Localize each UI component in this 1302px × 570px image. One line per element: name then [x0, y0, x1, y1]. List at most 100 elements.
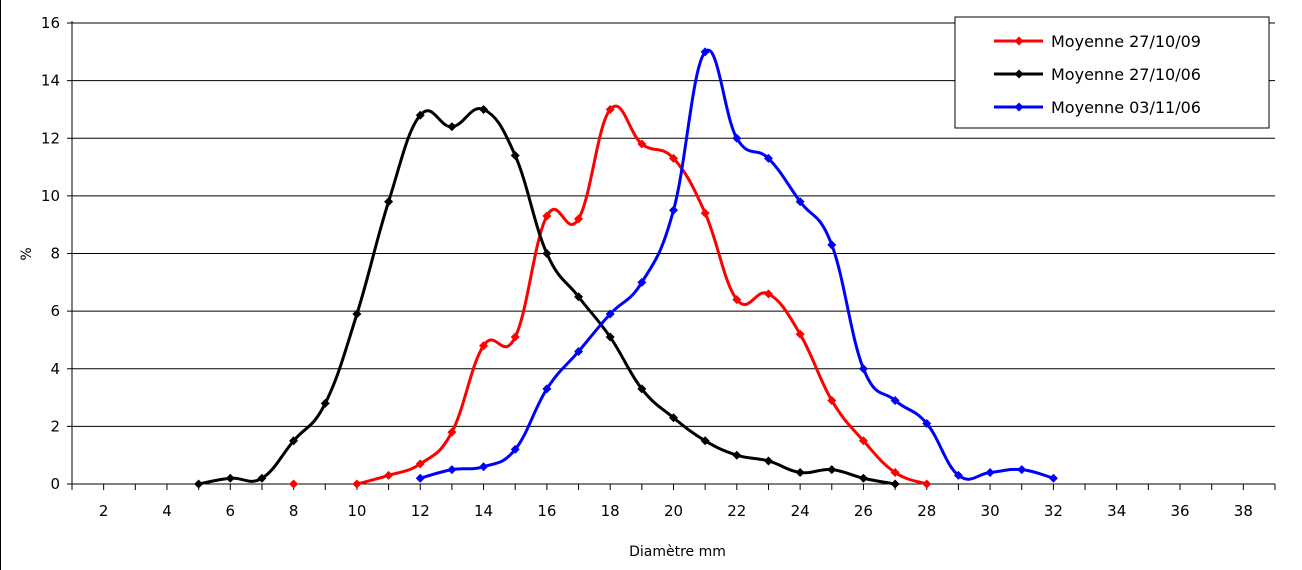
- data-point: [447, 427, 457, 437]
- x-axis-title: Diamètre mm: [629, 544, 726, 560]
- y-axis-title: %: [19, 247, 35, 260]
- data-point: [415, 473, 425, 483]
- series-1: [289, 104, 932, 489]
- data-point: [732, 133, 742, 143]
- data-point: [510, 332, 520, 342]
- data-point: [574, 292, 584, 302]
- x-tick-label: 14: [474, 502, 493, 520]
- x-tick-label: 12: [411, 502, 430, 520]
- data-point: [890, 395, 900, 405]
- data-point: [574, 346, 584, 356]
- data-point: [257, 473, 267, 483]
- data-point: [763, 153, 773, 163]
- y-tick-label: 14: [41, 72, 60, 90]
- data-point: [827, 395, 837, 405]
- x-tick-label: 34: [1107, 502, 1126, 520]
- y-tick-label: 16: [41, 14, 60, 32]
- data-point: [479, 462, 489, 472]
- data-point: [795, 467, 805, 477]
- y-tick-label: 0: [50, 475, 60, 493]
- data-point: [289, 479, 299, 489]
- data-point: [289, 436, 299, 446]
- data-point: [669, 205, 678, 215]
- data-point: [605, 332, 615, 342]
- data-point: [890, 479, 900, 489]
- data-point: [985, 467, 995, 477]
- series-2: [194, 104, 900, 489]
- legend-swatch-marker: [1014, 102, 1024, 112]
- series-line: [418, 48, 1055, 481]
- frame-border: [0, 0, 5, 570]
- y-tick-label: 8: [50, 245, 60, 263]
- y-tick-label: 12: [41, 129, 60, 147]
- data-point: [700, 436, 710, 446]
- x-tick-label: 18: [601, 502, 620, 520]
- y-tick-label: 4: [50, 360, 60, 378]
- data-point: [763, 289, 773, 299]
- y-tick-label: 6: [50, 302, 60, 320]
- x-tick-label: 30: [981, 502, 1000, 520]
- x-tick-label: 22: [727, 502, 746, 520]
- x-tick-label: 16: [537, 502, 556, 520]
- data-point: [542, 384, 552, 394]
- gridlines: [72, 22, 1275, 427]
- data-point: [384, 470, 394, 480]
- legend-swatch-marker: [1014, 36, 1024, 46]
- data-point: [827, 465, 837, 475]
- data-point: [700, 208, 710, 218]
- data-point: [953, 470, 963, 480]
- series-line: [197, 107, 897, 486]
- legend-label: Moyenne 27/10/06: [1051, 65, 1201, 84]
- y-tick-label: 10: [41, 187, 60, 205]
- x-tick-label: 24: [791, 502, 810, 520]
- data-point: [447, 465, 457, 475]
- data-point: [637, 139, 647, 149]
- data-point: [194, 479, 204, 489]
- data-point: [510, 444, 520, 454]
- data-point: [700, 47, 710, 57]
- data-point: [1048, 473, 1058, 483]
- data-point: [922, 479, 932, 489]
- data-point: [732, 450, 742, 460]
- x-tick-labels: 2 4 6 8 10 12 14 16 18 20 22 24 26 28 30 32 34 36 38: [99, 502, 1253, 520]
- axes: [67, 21, 1276, 490]
- legend: Moyenne 27/10/09 Moyenne 27/10/06 Moyenne …: [954, 16, 1270, 129]
- data-point: [574, 214, 584, 224]
- data-point: [510, 151, 520, 161]
- x-tick-label: 20: [664, 502, 683, 520]
- data-point: [415, 110, 425, 120]
- x-tick-label: 36: [1170, 502, 1189, 520]
- y-tick-labels: 0 2 4 6 8 10 12 14 16: [41, 14, 60, 493]
- x-tick-label: 32: [1044, 502, 1063, 520]
- x-tick-label: 10: [347, 502, 366, 520]
- x-tick-label: 8: [289, 502, 299, 520]
- data-point: [922, 418, 932, 428]
- series-line: [355, 104, 929, 486]
- data-point: [384, 197, 394, 207]
- data-point: [479, 104, 489, 114]
- data-point: [827, 240, 837, 250]
- data-point: [542, 211, 552, 221]
- data-point: [479, 341, 489, 351]
- data-point: [1017, 465, 1027, 475]
- data-point: [732, 295, 742, 305]
- x-tick-label: 6: [226, 502, 236, 520]
- data-point: [225, 473, 235, 483]
- x-tick-label: 38: [1234, 502, 1253, 520]
- legend-swatch-marker: [1014, 69, 1024, 79]
- data-point: [447, 122, 457, 132]
- data-point: [858, 364, 868, 374]
- data-point: [605, 309, 615, 319]
- data-point: [890, 467, 900, 477]
- data-point: [320, 398, 330, 408]
- data-point: [795, 197, 805, 207]
- data-point: [352, 309, 362, 319]
- legend-label: Moyenne 27/10/09: [1051, 32, 1201, 51]
- data-point: [669, 413, 678, 423]
- series-lines: [194, 47, 1058, 489]
- data-point: [637, 384, 647, 394]
- x-tick-label: 4: [162, 502, 172, 520]
- data-point: [605, 104, 615, 114]
- y-tick-label: 2: [50, 417, 60, 435]
